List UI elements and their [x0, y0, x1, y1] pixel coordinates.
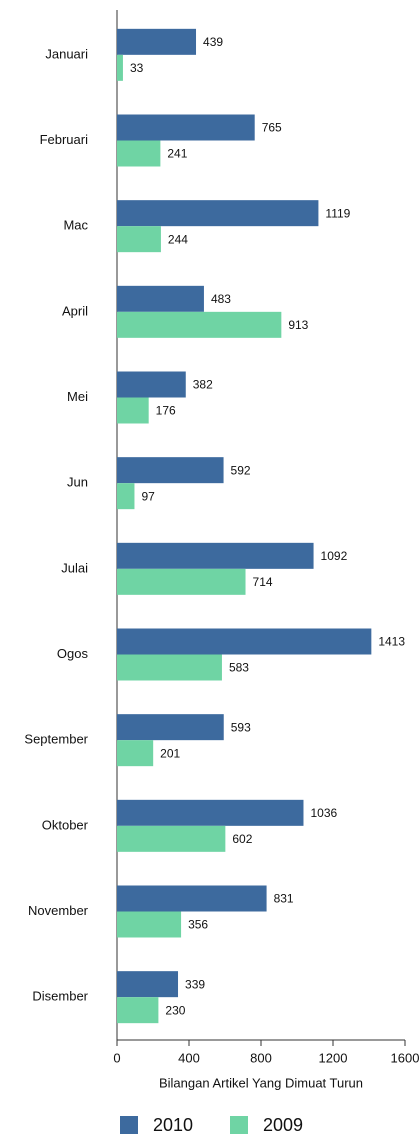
value-label: 831 [274, 892, 294, 906]
bar [117, 200, 319, 227]
value-label-bg [205, 289, 237, 308]
value-label-bg [162, 230, 194, 249]
bar [117, 885, 267, 912]
y-tick-label: September [24, 732, 88, 747]
bar [117, 825, 226, 852]
value-label-bg [305, 803, 344, 822]
y-tick-label: Mac [63, 218, 88, 233]
bar [117, 911, 182, 938]
y-tick-label: Julai [61, 560, 88, 575]
y-tick-label: Januari [45, 46, 88, 61]
bar [117, 628, 372, 655]
bar [117, 997, 159, 1024]
value-label-bg [315, 546, 354, 565]
value-label: 765 [262, 121, 282, 135]
bar [117, 397, 149, 424]
value-label-bg [150, 401, 182, 420]
value-label-bg [283, 315, 315, 334]
value-label: 241 [167, 147, 187, 161]
value-label-bg [223, 658, 255, 677]
legend-swatch [120, 1116, 138, 1134]
value-label-bg [225, 461, 257, 480]
value-label: 583 [229, 661, 249, 675]
value-label-bg [198, 32, 230, 51]
bar [117, 28, 197, 55]
bar [117, 654, 222, 681]
bar [117, 542, 314, 569]
x-axis-label: Bilangan Artikel Yang Dimuat Turun [159, 1075, 363, 1090]
value-label-bg [256, 118, 288, 137]
value-label-bg [225, 718, 257, 737]
legend-label: 2009 [263, 1115, 303, 1135]
value-label: 33 [130, 61, 144, 75]
y-tick-label: Februari [40, 132, 89, 147]
value-label-bg [136, 487, 161, 506]
value-label: 592 [231, 463, 251, 477]
value-label: 230 [165, 1003, 185, 1017]
x-tick-label: 1200 [319, 1050, 348, 1065]
value-label-bg [162, 144, 194, 163]
bar [117, 714, 224, 741]
value-label-bg [320, 204, 359, 223]
value-label: 483 [211, 292, 231, 306]
value-label-bg [373, 632, 412, 651]
value-label: 1092 [321, 549, 348, 563]
x-tick-label: 0 [113, 1050, 120, 1065]
value-label: 339 [185, 977, 205, 991]
value-label-bg [183, 915, 215, 934]
bar [117, 457, 224, 484]
value-label: 97 [141, 489, 155, 503]
x-tick-label: 400 [178, 1050, 200, 1065]
legend-label: 2010 [153, 1115, 193, 1135]
value-label: 602 [232, 832, 252, 846]
y-tick-label: November [28, 903, 89, 918]
value-label-bg [268, 889, 300, 908]
bar [117, 971, 179, 998]
value-label: 201 [160, 746, 180, 760]
value-label: 244 [168, 232, 188, 246]
bar [117, 799, 304, 826]
value-label-bg [227, 829, 259, 848]
bar [117, 226, 161, 253]
value-label: 439 [203, 35, 223, 49]
value-label-bg [180, 975, 212, 994]
value-label: 1413 [378, 635, 405, 649]
bar [117, 285, 204, 312]
value-label: 593 [231, 720, 251, 734]
y-tick-label: April [62, 303, 88, 318]
bar [117, 568, 246, 595]
x-tick-label: 1600 [391, 1050, 420, 1065]
value-label-bg [124, 58, 149, 77]
value-label-bg [160, 1001, 192, 1020]
y-tick-label: Jun [67, 475, 88, 490]
bar [117, 740, 154, 767]
value-label: 382 [193, 378, 213, 392]
y-tick-label: Ogos [57, 646, 89, 661]
value-label: 1119 [325, 206, 350, 220]
bar [117, 311, 282, 338]
value-label: 176 [156, 404, 176, 418]
bar [117, 140, 161, 167]
value-label: 714 [253, 575, 273, 589]
y-tick-label: Disember [32, 989, 88, 1004]
x-tick-label: 800 [250, 1050, 272, 1065]
value-label-bg [247, 572, 279, 591]
value-label: 913 [288, 318, 308, 332]
bar [117, 483, 135, 510]
bar [117, 54, 123, 81]
y-tick-label: Oktober [42, 817, 89, 832]
legend-swatch [230, 1116, 248, 1134]
value-label-bg [187, 375, 219, 394]
value-label-bg [155, 744, 187, 763]
bar [117, 114, 255, 141]
value-label: 356 [188, 918, 208, 932]
bar [117, 371, 186, 398]
y-tick-label: Mei [67, 389, 88, 404]
value-label: 1036 [310, 806, 337, 820]
